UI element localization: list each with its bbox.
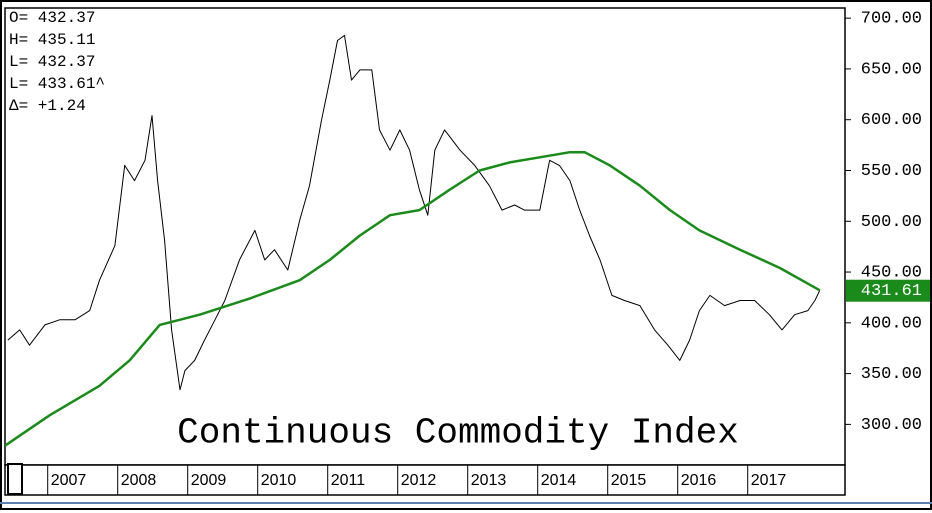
x-axis-strip [4, 464, 846, 496]
chart-title: Continuous Commodity Index [177, 413, 739, 454]
x-tick-label: 2013 [471, 472, 507, 489]
x-tick-label: 2010 [261, 472, 297, 489]
x-tick-label: 2015 [611, 472, 647, 489]
x-tick-label: 2012 [401, 472, 437, 489]
y-tick-label: 500.00 [861, 213, 922, 232]
y-tick-label: 350.00 [861, 365, 922, 384]
ohlc-annotation: L= 433.61^ [9, 75, 105, 93]
x-tick-label: 2009 [191, 472, 227, 489]
y-tick-label: 300.00 [861, 416, 922, 435]
x-tick-label: 2014 [541, 472, 577, 489]
plot-area [4, 7, 846, 466]
y-tick-label: 700.00 [861, 10, 922, 29]
x-tick-label: 2017 [751, 472, 787, 489]
x-tick-label: 2007 [51, 472, 87, 489]
ohlc-annotation: O= 432.37 [9, 9, 95, 27]
y-tick-label: 400.00 [861, 314, 922, 333]
ohlc-annotation: L= 432.37 [9, 53, 95, 71]
y-tick-label: 450.00 [861, 264, 922, 283]
x-tick-label: 2011 [331, 472, 366, 489]
y-tick-label: 600.00 [861, 111, 922, 130]
ohlc-annotation: H= 435.11 [9, 31, 95, 49]
scroll-handle [7, 463, 23, 495]
series-line [7, 34, 821, 391]
series-line [4, 150, 821, 447]
x-tick-label: 2008 [121, 472, 157, 489]
ohlc-annotation: Δ= +1.24 [9, 97, 86, 115]
y-tick-label: 550.00 [861, 162, 922, 181]
y-tick-label: 650.00 [861, 60, 922, 79]
x-tick-label: 2016 [681, 472, 717, 489]
price-marker [846, 279, 930, 302]
price-marker-label: 431.61 [861, 282, 922, 301]
